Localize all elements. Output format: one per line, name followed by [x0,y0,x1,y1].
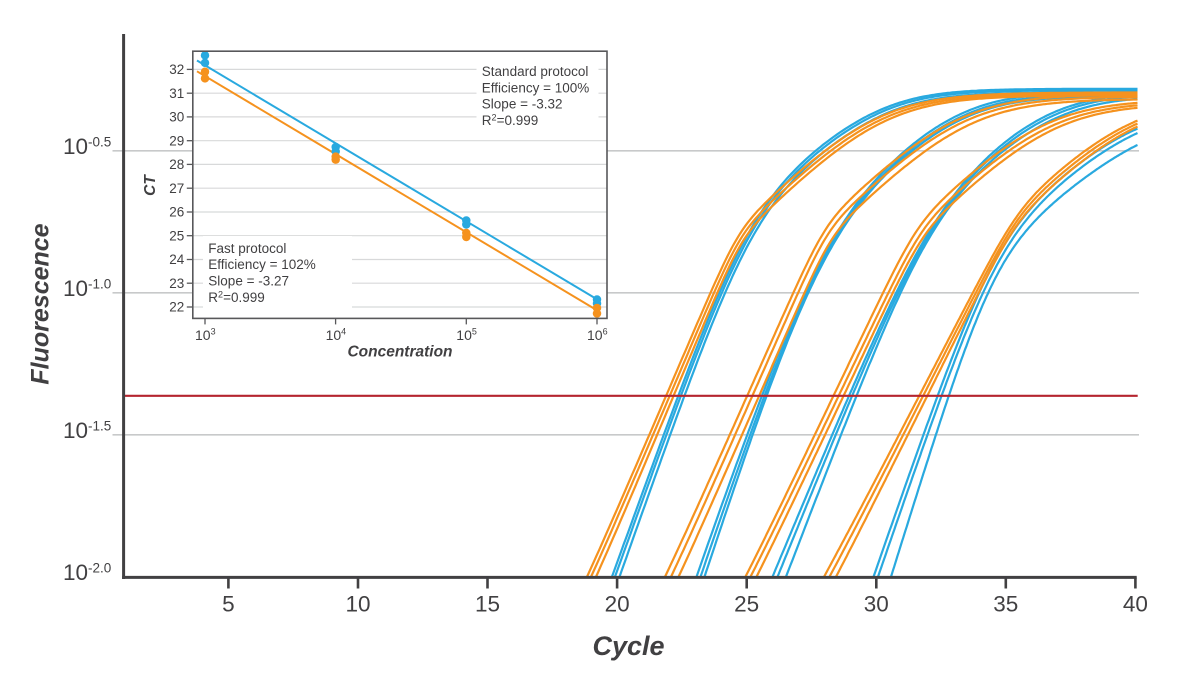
svg-text:10-1.5: 10-1.5 [63,418,111,443]
svg-text:Slope = -3.32: Slope = -3.32 [482,97,563,112]
svg-text:25: 25 [734,592,759,617]
svg-text:Slope = -3.27: Slope = -3.27 [208,273,289,288]
svg-text:104: 104 [326,326,347,343]
svg-text:Fluorescence: Fluorescence [27,223,55,384]
svg-text:Concentration: Concentration [347,344,452,361]
svg-text:106: 106 [587,326,608,343]
svg-text:20: 20 [605,592,630,617]
svg-text:105: 105 [456,326,477,343]
svg-text:32: 32 [169,62,184,77]
svg-text:R2=0.999: R2=0.999 [208,289,264,305]
svg-text:40: 40 [1123,592,1148,617]
svg-text:103: 103 [195,326,216,343]
svg-text:10: 10 [345,592,370,617]
svg-text:28: 28 [169,157,184,172]
svg-text:31: 31 [169,86,184,101]
svg-text:24: 24 [169,252,185,267]
svg-text:R2=0.999: R2=0.999 [482,113,538,129]
svg-text:30: 30 [864,592,889,617]
svg-text:15: 15 [475,592,500,617]
svg-text:10-0.5: 10-0.5 [63,134,111,159]
svg-text:5: 5 [222,592,235,617]
svg-text:Fast protocol: Fast protocol [208,241,286,256]
svg-text:35: 35 [993,592,1018,617]
svg-text:Cycle: Cycle [592,631,664,661]
svg-text:Efficiency = 100%: Efficiency = 100% [482,80,589,95]
svg-text:CT: CT [142,174,159,196]
svg-text:Efficiency = 102%: Efficiency = 102% [208,257,315,272]
svg-text:26: 26 [169,205,184,220]
svg-text:27: 27 [169,181,184,196]
svg-text:30: 30 [169,110,184,125]
svg-text:25: 25 [169,228,184,243]
svg-text:22: 22 [169,300,184,315]
svg-text:29: 29 [169,133,184,148]
svg-text:Standard protocol: Standard protocol [482,64,589,79]
svg-text:23: 23 [169,276,184,291]
